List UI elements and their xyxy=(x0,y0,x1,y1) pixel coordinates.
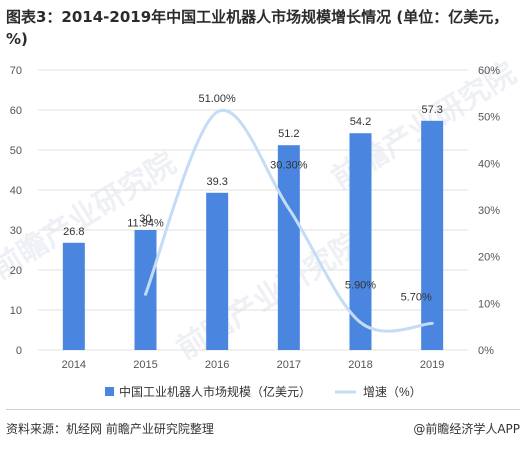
bar xyxy=(62,242,85,350)
line-data-label: 11.94% xyxy=(127,217,164,229)
line-data-label: 30.30% xyxy=(270,160,308,172)
legend-label-bar: 中国工业机器人市场规模（亿美元） xyxy=(119,384,311,399)
right-tick-label: 20% xyxy=(478,252,500,264)
bar-data-label: 54.2 xyxy=(350,116,371,128)
right-tick-label: 30% xyxy=(478,205,500,217)
chart-title: 图表3：2014-2019年中国工业机器人市场规模增长情况 (单位：亿美元，%) xyxy=(6,8,509,48)
bar xyxy=(349,133,372,350)
right-tick-label: 10% xyxy=(478,298,500,310)
right-axis: 0% 10% 20% 30% 40% 50% 60% xyxy=(478,65,500,357)
legend-label-line: 增速（%） xyxy=(363,385,422,399)
grid-layer xyxy=(38,69,468,351)
bar-data-label: 57.3 xyxy=(421,104,442,116)
left-tick-label: 20 xyxy=(10,265,22,277)
line-data-label: 51.00% xyxy=(199,93,237,105)
bar-data-label: 39.3 xyxy=(206,176,227,188)
left-tick-label: 40 xyxy=(10,185,22,197)
right-tick-label: 0% xyxy=(478,345,494,357)
bar-data-label: 30 xyxy=(139,213,151,225)
source-note: 资料来源：机经网 前瞻产业研究院整理 xyxy=(6,422,214,436)
growth-line xyxy=(144,108,434,333)
left-tick-label: 0 xyxy=(16,345,22,357)
right-tick-label: 40% xyxy=(478,158,500,170)
footer-divider xyxy=(6,409,520,410)
right-tick-label: 60% xyxy=(478,65,500,77)
bar xyxy=(421,120,444,350)
x-tick-label: 2018 xyxy=(348,359,372,371)
left-tick-label: 10 xyxy=(10,305,22,317)
left-tick-label: 60 xyxy=(10,105,22,117)
x-tick-label: 2019 xyxy=(420,359,444,371)
bar xyxy=(206,192,229,350)
x-tick-label: 2016 xyxy=(205,359,229,371)
x-tick-label: 2014 xyxy=(62,359,86,371)
right-tick-label: 50% xyxy=(478,112,500,124)
line-data-label: 5.70% xyxy=(401,291,432,303)
x-tick-label: 2017 xyxy=(277,359,301,371)
left-axis: 0 10 20 30 40 50 60 70 xyxy=(10,65,22,357)
left-tick-label: 70 xyxy=(10,65,22,77)
bar-series: 26.8 30 39.3 51.2 54.2 57.3 xyxy=(62,104,444,350)
line-data-label: 5.90% xyxy=(345,279,376,291)
legend-swatch-bar xyxy=(105,387,114,396)
left-tick-label: 30 xyxy=(10,225,22,237)
line-series: 11.94% 51.00% 30.30% 5.90% 5.70% xyxy=(127,93,434,333)
x-axis: 2014 2015 2016 2017 2018 2019 xyxy=(62,359,445,371)
left-tick-label: 50 xyxy=(10,145,22,157)
bar xyxy=(277,145,300,350)
bar-data-label: 51.2 xyxy=(278,128,299,140)
x-tick-label: 2015 xyxy=(133,359,157,371)
legend: 中国工业机器人市场规模（亿美元） 增速（%） xyxy=(105,384,422,399)
credit: @前瞻经济学人APP xyxy=(413,422,520,436)
bar-data-label: 26.8 xyxy=(63,226,84,238)
